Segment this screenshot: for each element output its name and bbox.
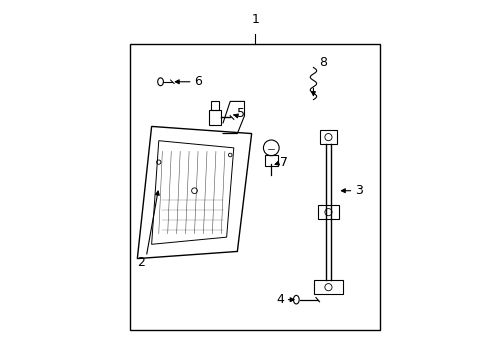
Bar [210,102,219,111]
Text: 4: 4 [276,293,284,306]
Text: 7: 7 [279,156,287,168]
Text: 8: 8 [319,55,326,69]
Text: 2: 2 [137,256,144,269]
Text: 3: 3 [354,184,362,197]
Text: 1: 1 [251,13,259,26]
Text: 6: 6 [194,75,202,88]
Text: 5: 5 [237,107,244,120]
Bar [264,155,277,166]
Bar [130,44,380,330]
Bar [208,111,221,125]
